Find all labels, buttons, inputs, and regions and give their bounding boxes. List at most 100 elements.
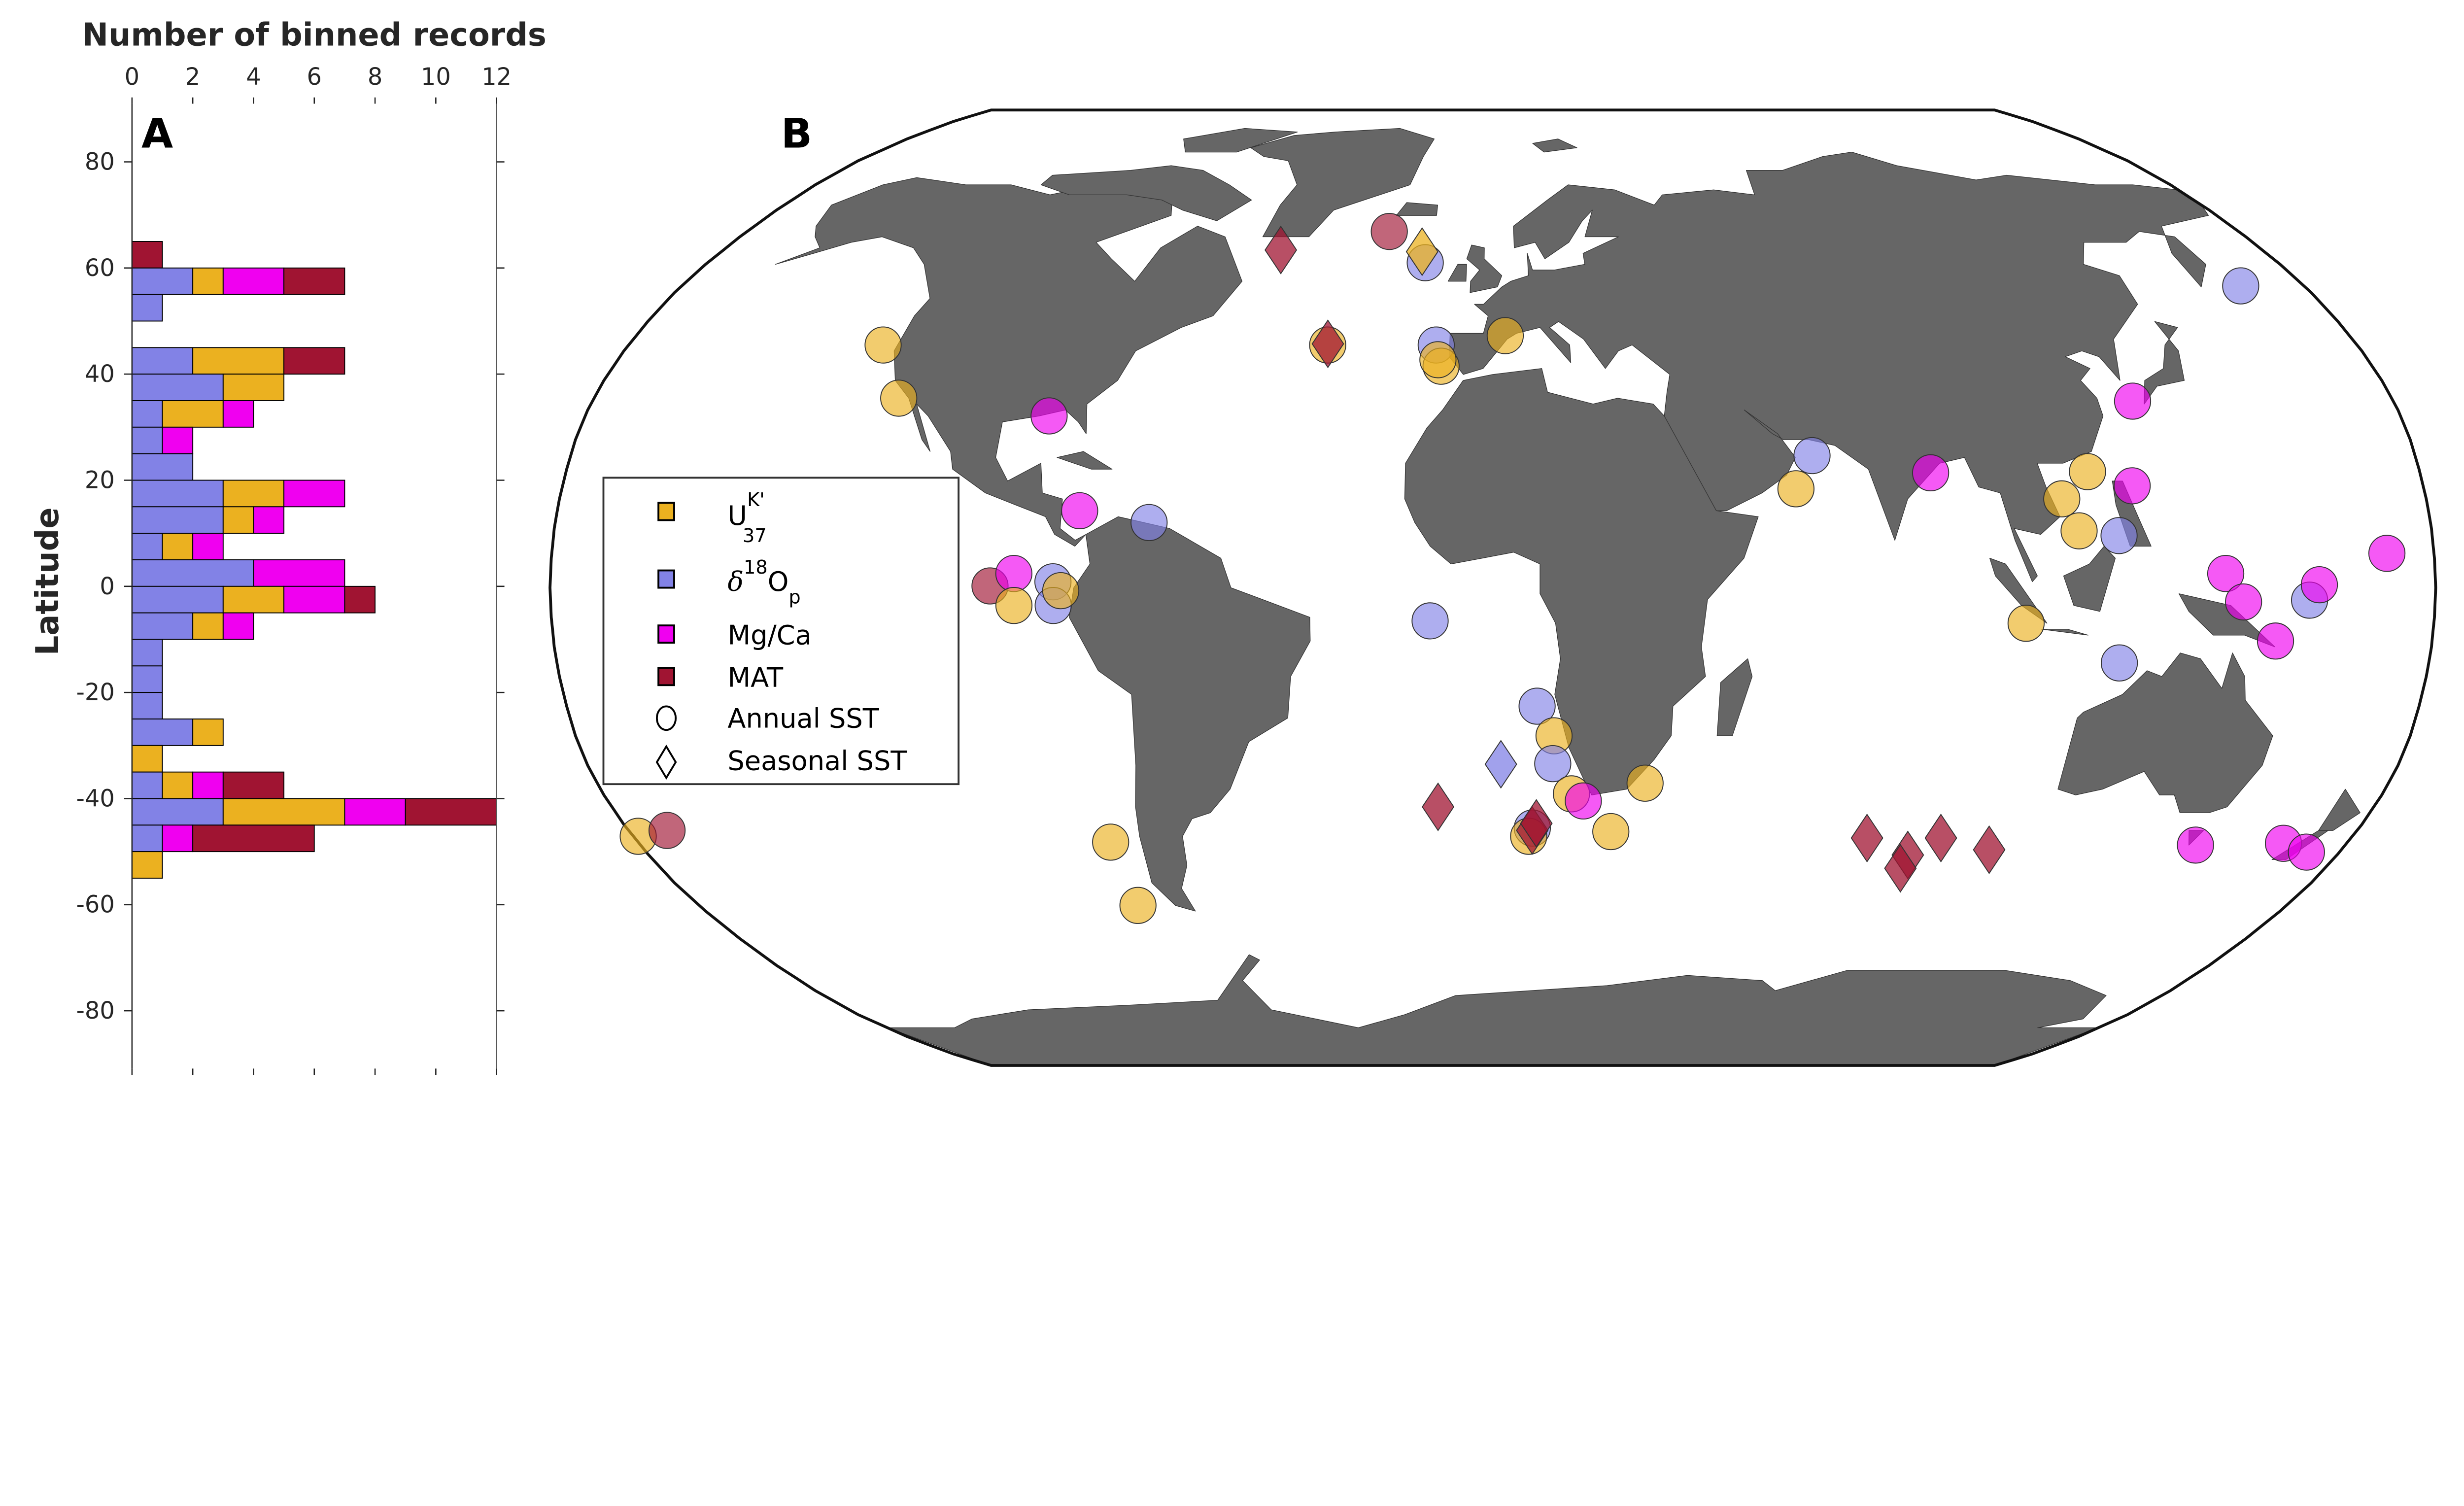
bar-uk37: [162, 400, 224, 428]
x-tick-label: 2: [185, 64, 200, 91]
legend-swatch-mat: [657, 667, 675, 686]
landmass: [1183, 128, 1298, 153]
marker-annual-mgca: [2113, 467, 2151, 505]
marker-annual-mgca: [2257, 622, 2294, 660]
panel-label-b: B: [781, 110, 812, 158]
marker-annual-uk37: [2043, 480, 2081, 517]
map-panel: B UK' 37 δ18Op Mg/Ca MAT Annual SST Seaso…: [548, 108, 2437, 1067]
histogram-axes: 0 2 4 6 8 10 12 80 60 40 20 0 -20 -40 -60 -80: [76, 64, 512, 1075]
legend-label-seasonal: Seasonal SST: [727, 745, 907, 776]
landmass: [1040, 165, 1252, 221]
landmass: [2063, 546, 2116, 612]
bar-d18o: [131, 374, 224, 401]
marker-annual-uk37: [2007, 605, 2045, 642]
marker-annual-d18o: [1411, 602, 1449, 640]
bar-mgca: [253, 559, 345, 587]
landmass: [1069, 516, 1311, 912]
histogram-ylabel: Latitude: [30, 507, 66, 655]
y-tick-label: -40: [76, 785, 115, 812]
legend-swatch-d18o: [657, 569, 675, 589]
legend-swatch-uk37: [657, 502, 675, 521]
bar-d18o: [131, 719, 194, 746]
bar-mgca: [192, 771, 224, 799]
landmass: [2041, 629, 2088, 636]
figure: Number of binned records Latitude 0 2 4 6 8 1…: [30, 17, 2437, 1075]
marker-annual-uk37: [2069, 453, 2106, 490]
bar-uk37: [192, 267, 224, 295]
legend: UK' 37 δ18Op Mg/Ca MAT Annual SST Seasona…: [602, 477, 960, 786]
marker-seasonal-mat: [1422, 782, 1455, 831]
bar-d18o: [131, 453, 194, 481]
map-markers: [619, 213, 2406, 924]
marker-annual-d18o: [1518, 687, 1556, 725]
bar-d18o: [131, 692, 163, 719]
landmass: [1532, 138, 1577, 153]
landmass: [2057, 652, 2273, 813]
bar-d18o: [131, 585, 224, 614]
bar-d18o: [131, 665, 163, 693]
bar-mgca: [162, 824, 194, 853]
marker-annual-d18o: [2222, 267, 2259, 305]
landmass: [1404, 368, 1759, 795]
landmass: [1057, 451, 1113, 470]
marker-annual-uk37: [880, 379, 918, 417]
marker-annual-uk37: [995, 587, 1033, 624]
bar-mgca: [162, 426, 194, 454]
marker-annual-uk37: [1042, 572, 1080, 610]
marker-annual-uk37: [1486, 317, 1524, 354]
legend-diamond-icon: [655, 744, 677, 780]
legend-circle-icon: [655, 705, 677, 731]
bar-uk37: [222, 506, 254, 534]
bar-mat: [222, 771, 285, 799]
marker-annual-mgca: [2300, 566, 2338, 604]
landmass: [1449, 152, 2209, 582]
bar-d18o: [131, 639, 163, 667]
bar-d18o: [131, 294, 163, 322]
marker-annual-mgca: [2114, 382, 2152, 420]
bar-mgca: [253, 506, 285, 534]
x-tick-label: 0: [125, 64, 139, 91]
marker-seasonal-mat: [1850, 813, 1883, 863]
landmass: [1396, 202, 1438, 216]
marker-seasonal-mat: [1973, 825, 2006, 874]
bar-d18o: [131, 479, 224, 508]
bar-d18o: [131, 347, 194, 375]
y-tick-label: 60: [85, 255, 115, 282]
landmass: [1447, 264, 1467, 282]
marker-seasonal-mat: [1924, 813, 1957, 863]
legend-label-mat: MAT: [727, 662, 784, 693]
legend-label-uk37: UK' 37: [727, 489, 766, 547]
marker-annual-mat: [648, 812, 686, 849]
world-map: [548, 108, 2437, 1067]
map-outline: [548, 108, 2437, 1067]
marker-annual-uk37: [1119, 887, 1157, 924]
bar-mat: [283, 267, 345, 295]
bar-mgca: [283, 479, 345, 508]
bar-mgca: [222, 400, 254, 428]
bar-d18o: [131, 771, 163, 799]
bar-mgca: [344, 798, 406, 826]
y-tick-label: -80: [76, 997, 115, 1025]
bar-uk37: [222, 585, 285, 614]
bar-uk37: [162, 771, 194, 799]
bar-d18o: [131, 612, 194, 640]
bar-uk37: [192, 612, 224, 640]
marker-seasonal-mat: [1520, 799, 1553, 848]
marker-annual-mgca: [1565, 782, 1602, 820]
marker-annual-uk37: [1777, 470, 1814, 508]
marker-annual-uk37: [1092, 823, 1129, 861]
histogram-xlabel: Number of binned records: [82, 17, 547, 53]
marker-annual-d18o: [1793, 437, 1831, 475]
marker-annual-uk37: [1626, 764, 1664, 802]
bar-uk37: [131, 851, 163, 879]
marker-annual-mgca: [1061, 492, 1098, 529]
bar-mat: [192, 824, 315, 853]
marker-annual-d18o: [1130, 504, 1168, 542]
panel-label-a: A: [141, 110, 173, 158]
marker-seasonal-d18o: [1484, 740, 1517, 789]
bar-d18o: [131, 506, 224, 534]
bar-uk37: [162, 533, 194, 560]
bar-mat: [405, 798, 497, 826]
bar-uk37: [222, 374, 285, 401]
bar-mat: [131, 241, 163, 269]
